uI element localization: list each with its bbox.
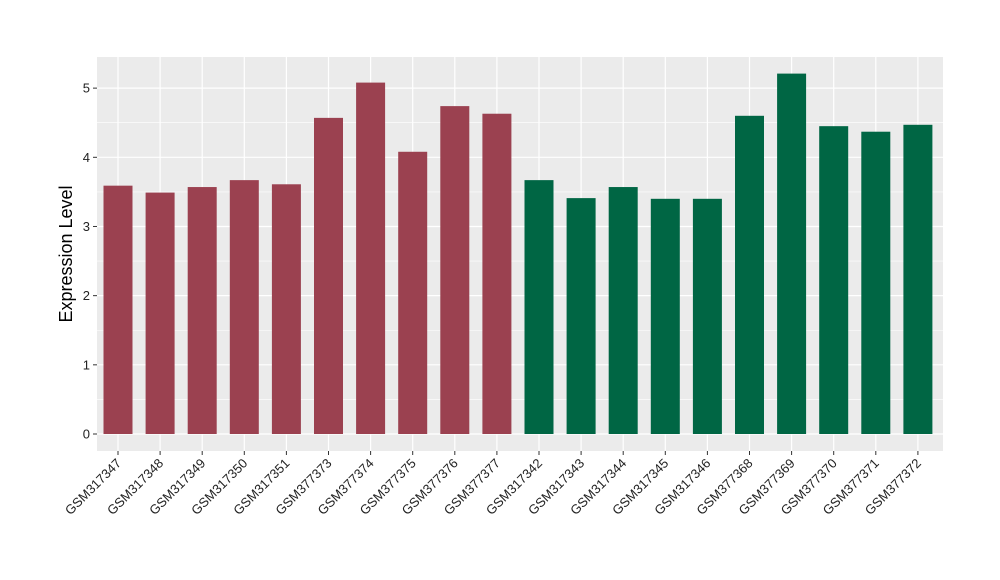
y-tick-label: 0 — [83, 427, 90, 442]
y-tick-label: 4 — [83, 150, 90, 165]
bar-GSM317343 — [566, 198, 596, 434]
bar-GSM377368 — [735, 115, 764, 435]
bar-GSM317351 — [271, 184, 301, 434]
y-axis-label: Expression Level — [56, 185, 76, 322]
y-tick-label: 3 — [83, 219, 90, 234]
y-axis: 0 1 2 3 4 5 — [83, 81, 97, 442]
bar-GSM317347 — [103, 185, 133, 434]
bar-GSM317350 — [229, 180, 259, 434]
bar-GSM317348 — [145, 192, 175, 434]
plot-panel — [97, 57, 943, 451]
bar-GSM317344 — [608, 187, 638, 434]
bar-GSM377376 — [440, 106, 470, 434]
bars — [103, 73, 933, 435]
bar-GSM377372 — [903, 124, 933, 434]
bar-GSM377377 — [482, 113, 512, 435]
bar-GSM377371 — [861, 131, 891, 434]
bar-GSM377375 — [398, 151, 428, 435]
bar-GSM317346 — [692, 198, 722, 434]
y-tick-label: 5 — [83, 81, 90, 96]
y-tick-label: 1 — [83, 357, 90, 372]
x-axis: GSM317347GSM317348GSM317349GSM317350GSM3… — [62, 451, 924, 518]
bar-GSM377373 — [314, 117, 343, 434]
bar-GSM317342 — [524, 180, 554, 434]
bar-GSM377374 — [356, 82, 386, 435]
bar-GSM317349 — [187, 187, 217, 434]
bar-GSM377370 — [819, 126, 849, 434]
bar-GSM317345 — [650, 198, 680, 434]
y-tick-label: 2 — [83, 288, 90, 303]
bar-GSM377369 — [777, 73, 807, 434]
